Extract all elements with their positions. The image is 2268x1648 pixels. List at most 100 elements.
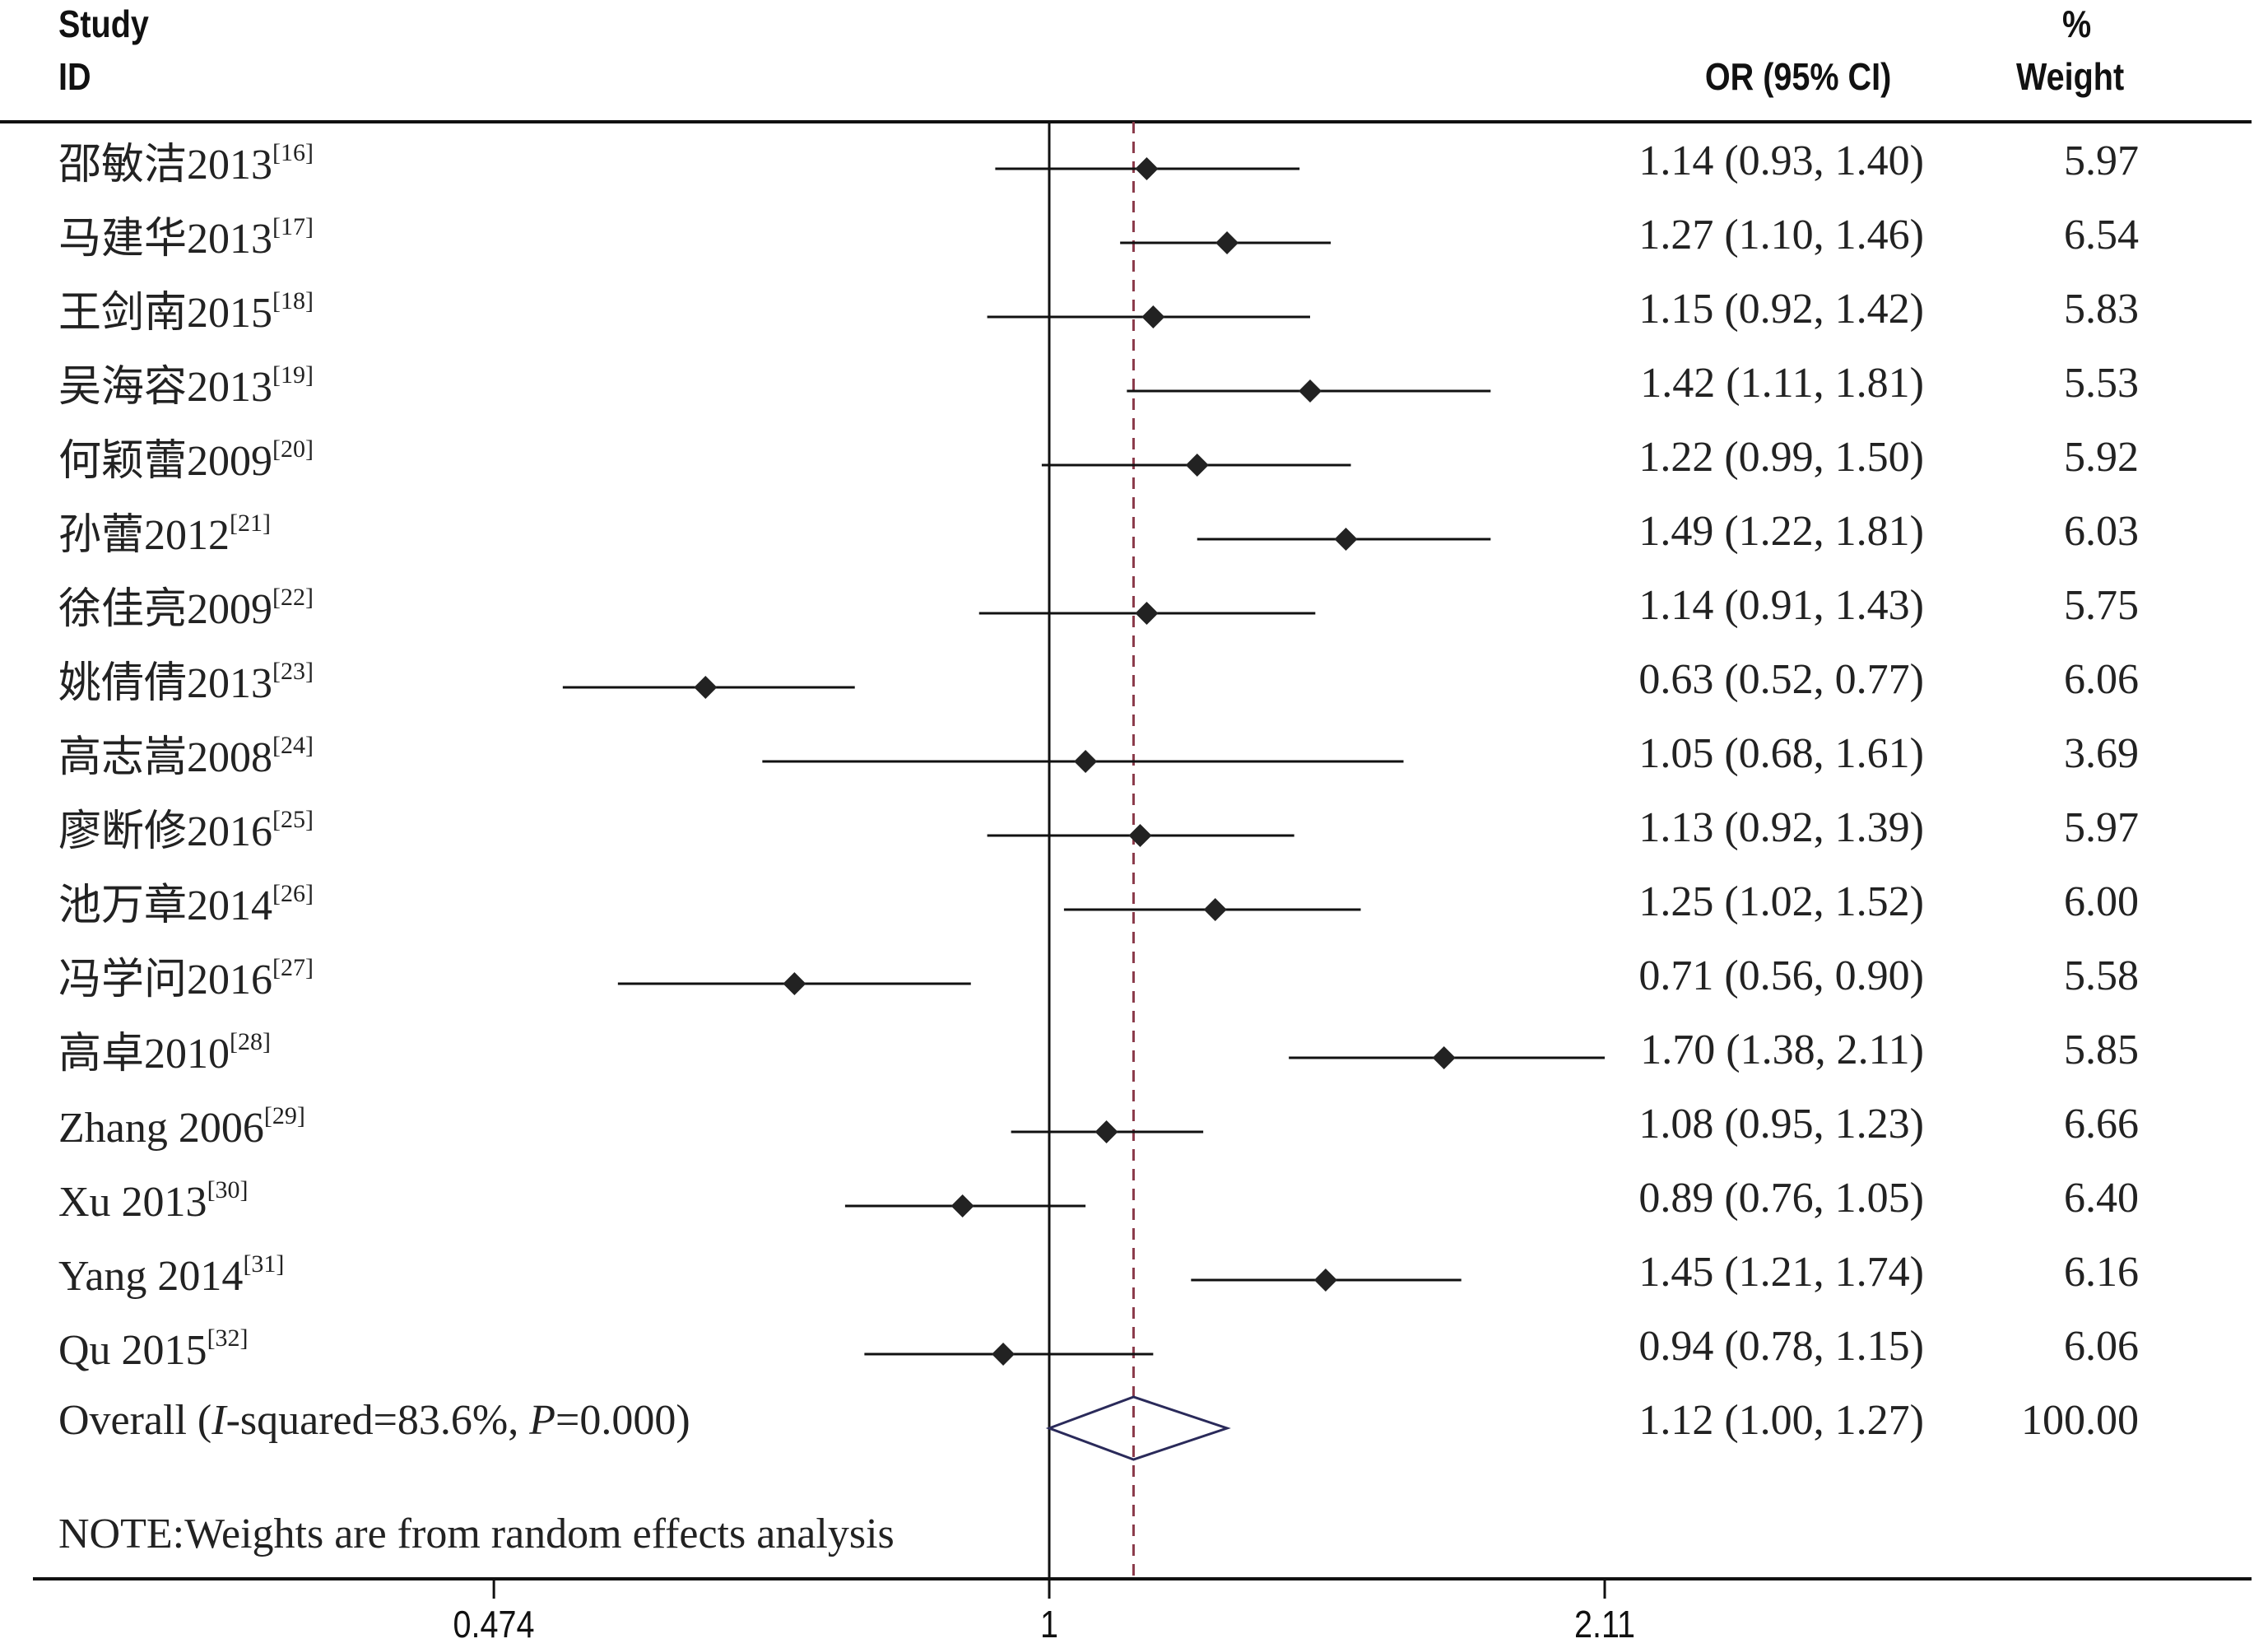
study-label: 何颖蕾2009[20] xyxy=(58,437,314,485)
point-estimate-marker xyxy=(1074,750,1098,773)
study-label: 王剑南2015[18] xyxy=(58,289,314,337)
header-weight: Weight xyxy=(2016,55,2125,98)
point-estimate-marker xyxy=(1185,454,1209,477)
point-estimate-marker xyxy=(1313,1269,1337,1292)
study-weight: 5.75 xyxy=(2064,582,2139,629)
study-label: 廖断修2016[25] xyxy=(58,808,314,855)
point-estimate-marker xyxy=(1298,379,1322,403)
study-or-ci: 0.71 (0.56, 0.90) xyxy=(1638,952,1924,999)
point-estimate-marker xyxy=(1135,602,1159,625)
point-estimate-marker xyxy=(992,1343,1015,1366)
study-name: 徐佳亮2009 xyxy=(58,586,273,633)
study-ref: [25] xyxy=(272,806,314,833)
study-ref: [17] xyxy=(272,213,314,240)
study-ref: [20] xyxy=(272,435,314,463)
study-name: Qu 2015 xyxy=(58,1327,207,1374)
study-name: 姚倩倩2013 xyxy=(58,660,273,707)
overall-weight: 100.00 xyxy=(2021,1397,2139,1444)
study-or-ci: 1.49 (1.22, 1.81) xyxy=(1638,508,1924,555)
point-estimate-marker xyxy=(1135,157,1159,180)
study-weight: 6.06 xyxy=(2064,656,2139,703)
study-label: 姚倩倩2013[23] xyxy=(58,659,314,707)
study-ref: [30] xyxy=(207,1176,249,1203)
study-name: 王剑南2015 xyxy=(58,290,273,337)
x-tick-label: 0.474 xyxy=(453,1603,535,1646)
study-weight: 5.58 xyxy=(2064,952,2139,999)
point-estimate-marker xyxy=(1141,305,1165,328)
study-or-ci: 1.05 (0.68, 1.61) xyxy=(1638,730,1924,777)
study-name: Zhang 2006 xyxy=(58,1105,264,1152)
study-ref: [24] xyxy=(272,732,314,759)
overall-label: Overall (I-squared=83.6%, P=0.000) xyxy=(58,1397,690,1444)
study-ref: [21] xyxy=(230,510,271,537)
study-or-ci: 1.70 (1.38, 2.11) xyxy=(1640,1027,1924,1073)
study-weight: 5.97 xyxy=(2064,137,2139,184)
study-or-ci: 1.27 (1.10, 1.46) xyxy=(1638,212,1924,258)
x-tick-label: 2.11 xyxy=(1573,1603,1636,1646)
study-name: 高卓2010 xyxy=(58,1031,230,1078)
study-weight: 5.92 xyxy=(2064,434,2139,481)
study-ref: [32] xyxy=(207,1324,249,1352)
study-or-ci: 1.25 (1.02, 1.52) xyxy=(1638,878,1924,925)
study-name: Yang 2014 xyxy=(58,1253,244,1300)
study-label: Zhang 2006[29] xyxy=(58,1104,305,1152)
header-or-ci: OR (95% CI) xyxy=(1704,55,1891,98)
study-ref: [16] xyxy=(272,139,314,166)
header-percent: % xyxy=(2062,2,2092,45)
study-or-ci: 1.42 (1.11, 1.81) xyxy=(1640,360,1924,407)
point-estimate-marker xyxy=(694,676,718,699)
study-or-ci: 0.94 (0.78, 1.15) xyxy=(1638,1323,1924,1370)
study-or-ci: 1.14 (0.93, 1.40) xyxy=(1638,137,1924,184)
x-tick-label: 1 xyxy=(1039,1603,1059,1646)
study-weight: 3.69 xyxy=(2064,730,2139,777)
study-weight: 6.00 xyxy=(2064,878,2139,925)
study-label: 孙蕾2012[21] xyxy=(58,511,271,559)
overall-diamond xyxy=(1045,1395,1231,1461)
study-label: 高卓2010[28] xyxy=(58,1030,271,1078)
study-weight: 6.66 xyxy=(2064,1101,2139,1148)
point-estimate-marker xyxy=(1432,1046,1456,1069)
note-text: NOTE:Weights are from random effects ana… xyxy=(58,1511,895,1557)
study-ref: [18] xyxy=(272,287,314,314)
study-label: 马建华2013[17] xyxy=(58,215,314,261)
overall-ci: 1.12 (1.00, 1.27) xyxy=(1638,1397,1924,1444)
study-or-ci: 0.89 (0.76, 1.05) xyxy=(1638,1175,1924,1222)
point-estimate-marker xyxy=(1203,898,1227,921)
study-label: 徐佳亮2009[22] xyxy=(58,585,314,633)
study-weight: 6.03 xyxy=(2064,508,2139,555)
study-or-ci: 1.14 (0.91, 1.43) xyxy=(1638,582,1924,629)
study-name: 吴海容2013 xyxy=(58,364,273,411)
study-ref: [28] xyxy=(230,1028,271,1055)
study-or-ci: 1.15 (0.92, 1.42) xyxy=(1638,286,1924,333)
study-label: Qu 2015[32] xyxy=(58,1326,249,1374)
study-or-ci: 1.08 (0.95, 1.23) xyxy=(1638,1101,1924,1148)
header-id: ID xyxy=(58,55,91,98)
study-ref: [27] xyxy=(272,954,314,981)
study-name: 廖断修2016 xyxy=(58,808,273,855)
study-name: 孙蕾2012 xyxy=(58,512,230,559)
study-label: 冯学问2016[27] xyxy=(58,956,314,1003)
study-name: 冯学问2016 xyxy=(58,957,273,1003)
study-or-ci: 1.22 (0.99, 1.50) xyxy=(1638,434,1924,481)
study-weight: 6.16 xyxy=(2064,1249,2139,1296)
study-ref: [22] xyxy=(272,584,314,611)
study-weight: 6.54 xyxy=(2064,212,2139,258)
point-estimate-marker xyxy=(950,1194,974,1217)
study-weight: 5.53 xyxy=(2064,360,2139,407)
study-or-ci: 1.45 (1.21, 1.74) xyxy=(1638,1249,1924,1296)
header-study: Study xyxy=(58,2,149,45)
study-or-ci: 0.63 (0.52, 0.77) xyxy=(1638,656,1924,703)
study-name: 邵敏洁2013 xyxy=(58,142,273,189)
point-estimate-marker xyxy=(1094,1120,1118,1143)
study-weight: 5.85 xyxy=(2064,1027,2139,1073)
study-ref: [29] xyxy=(263,1102,305,1129)
study-ref: [23] xyxy=(272,658,314,685)
study-label: Xu 2013[30] xyxy=(58,1178,249,1224)
study-weight: 5.83 xyxy=(2064,286,2139,333)
point-estimate-marker xyxy=(1215,231,1239,254)
study-label: Yang 2014[31] xyxy=(58,1252,284,1300)
study-name: 池万章2014 xyxy=(58,882,273,929)
study-name: 何颖蕾2009 xyxy=(58,438,273,485)
